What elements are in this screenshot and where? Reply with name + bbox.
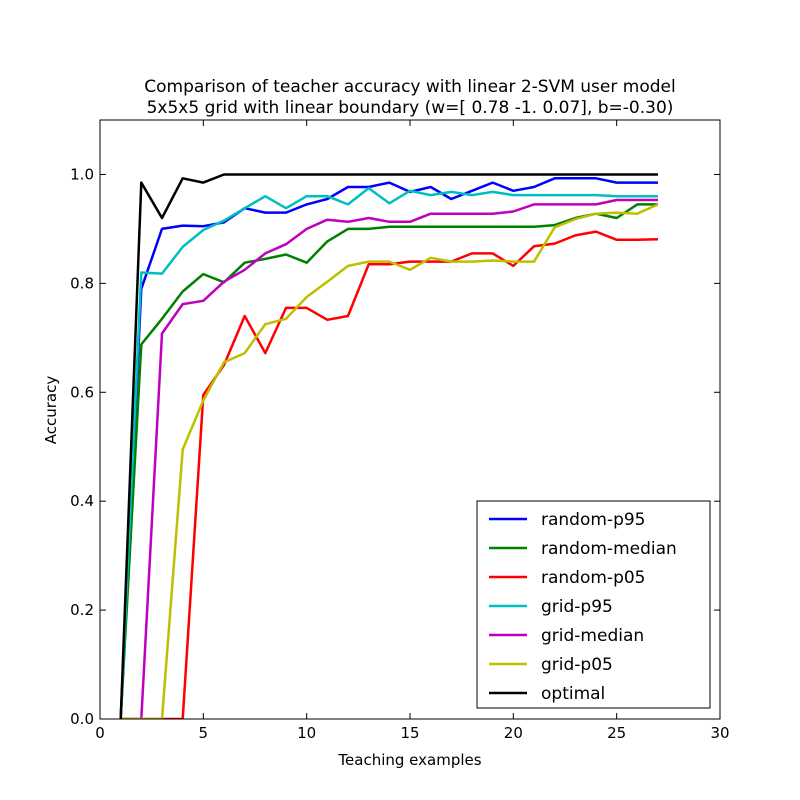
series-line-random-median <box>119 203 658 719</box>
series-lines <box>119 173 659 719</box>
y-tick-label: 0.2 <box>70 601 94 619</box>
series-line-grid-median <box>120 198 658 719</box>
legend-label-random-median: random-median <box>541 539 677 559</box>
y-tick-label: 0.8 <box>70 274 94 292</box>
series-line-optimal <box>119 173 658 719</box>
x-tick-label: 0 <box>95 724 105 742</box>
y-axis-label: Accuracy <box>42 376 60 445</box>
x-tick-label: 30 <box>710 724 729 742</box>
legend-label-optimal: optimal <box>541 684 605 704</box>
x-axis-label: Teaching examples <box>337 751 481 769</box>
chart-title-line2: 5x5x5 grid with linear boundary (w=[ 0.7… <box>147 98 674 118</box>
legend: random-p95 random-median random-p05 grid-p9… <box>476 500 711 709</box>
legend-label-grid-median: grid-median <box>541 626 644 646</box>
y-tick-label: 0.4 <box>70 492 94 510</box>
series-line-random-p05 <box>120 230 659 719</box>
x-tick-label: 10 <box>297 724 316 742</box>
x-tick-label: 15 <box>400 724 419 742</box>
x-tick-label: 20 <box>504 724 523 742</box>
x-tick-label: 25 <box>607 724 626 742</box>
series-line-random-p95 <box>119 177 658 719</box>
legend-label-grid-p05: grid-p05 <box>541 655 613 675</box>
series-line-grid-p05 <box>120 203 659 719</box>
legend-label-random-p95: random-p95 <box>541 510 646 530</box>
legend-label-grid-p95: grid-p95 <box>541 597 613 617</box>
legend-box <box>476 500 711 709</box>
series-line-grid-p95 <box>119 186 658 719</box>
y-tick-label: 0.6 <box>70 383 94 401</box>
chart-title-line1: Comparison of teacher accuracy with line… <box>144 77 675 97</box>
x-tick-label: 5 <box>199 724 209 742</box>
y-tick-label: 0.0 <box>70 710 94 728</box>
legend-label-random-p05: random-p05 <box>541 568 646 588</box>
y-tick-label: 1.0 <box>70 165 94 183</box>
plot-area: 0 5 10 15 20 25 30 0.0 0.2 0.4 0.6 0.8 1.0 <box>70 119 730 742</box>
